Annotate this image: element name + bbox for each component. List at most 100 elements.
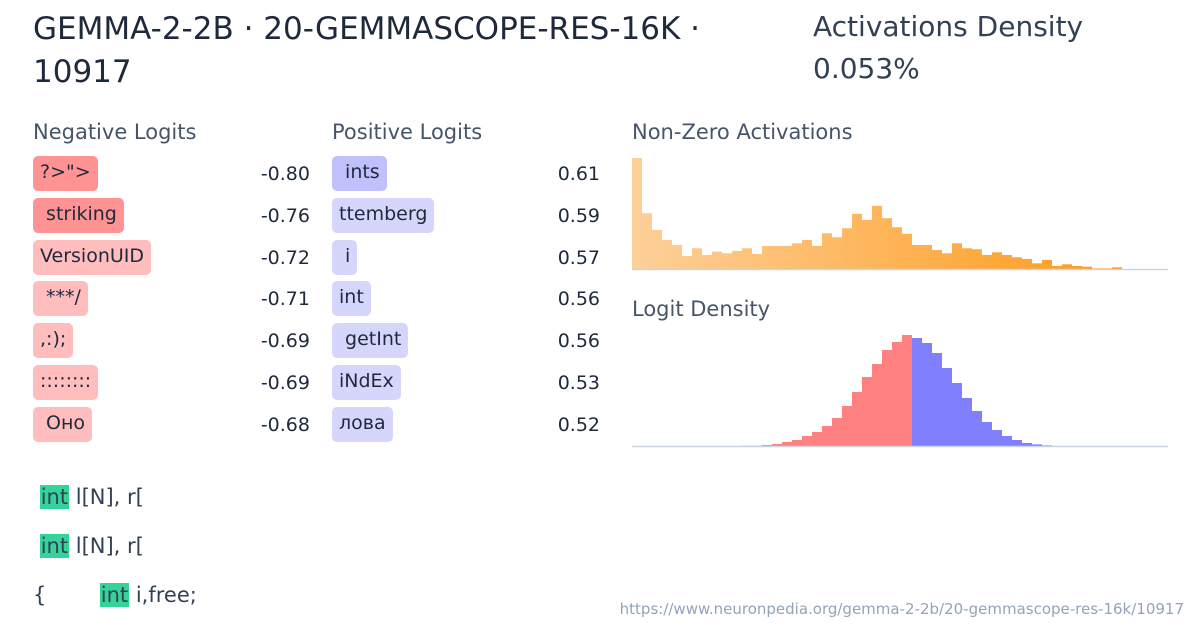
example-highlight: int [39, 534, 70, 558]
negative-logit-token: ***/ [33, 281, 88, 317]
activation-bar [862, 219, 872, 269]
activation-bar [832, 237, 842, 269]
negative-logit-bar [812, 432, 822, 446]
activation-bar [662, 239, 672, 269]
negative-logit-bar [902, 335, 912, 446]
activation-bar [902, 233, 912, 269]
negative-logit-token: ?>"> [33, 156, 98, 191]
negative-logit-bar [842, 406, 852, 446]
positive-logit-bar [1012, 440, 1022, 446]
positive-logit-token: ttemberg [332, 197, 435, 233]
activation-bar [652, 229, 662, 269]
example-row: int l[N], r[ [33, 478, 144, 516]
negative-logit-bar [782, 442, 792, 446]
positive-logit-bar [992, 430, 1002, 446]
example-row: int l[N], r[ [33, 527, 144, 565]
positive-logit-token: i [332, 239, 358, 275]
activations-histogram [632, 158, 1168, 271]
negative-logit-bar [762, 445, 772, 446]
positive-logit-bar [982, 422, 992, 446]
negative-logit-value: -0.69 [260, 372, 310, 394]
negative-logit-bar [822, 426, 832, 446]
example-after: l[N], r[ [69, 534, 144, 558]
example-highlight: int [39, 485, 70, 509]
logit-density-title: Logit Density [632, 297, 771, 321]
activation-bar [692, 248, 702, 269]
positive-logit-bar [1002, 436, 1012, 446]
negative-logit-token: VersionUID [33, 239, 152, 275]
activation-bar [1042, 259, 1052, 269]
negative-logit-bar [862, 377, 872, 446]
positive-logit-value: 0.61 [557, 163, 600, 185]
positive-logit-value: 0.56 [557, 288, 600, 311]
activations-density-label: Activations Density [813, 10, 1084, 43]
negative-logit-token: Оно [33, 406, 93, 442]
example-after: l[N], r[ [69, 485, 144, 509]
activation-bar [1062, 264, 1072, 269]
activation-bar [912, 244, 922, 269]
activation-bar [1002, 254, 1012, 269]
negative-logit-value: -0.68 [260, 413, 310, 436]
negative-logit-value: -0.80 [260, 163, 310, 185]
activation-bar [1092, 268, 1102, 269]
negative-logit-bar [802, 436, 812, 446]
positive-logit-bar [912, 338, 922, 446]
activation-bar [992, 252, 1002, 269]
example-after: i,free; [129, 583, 197, 607]
activation-bar [872, 205, 882, 269]
activation-bar [972, 249, 982, 269]
activation-bar [782, 245, 792, 269]
positive-logit-bar [932, 353, 942, 446]
activations-chart-title: Non-Zero Activations [632, 120, 853, 144]
positive-logit-value: 0.52 [557, 413, 600, 436]
activation-bar [822, 233, 832, 269]
positive-logit-value: 0.56 [557, 330, 600, 353]
activation-bar [812, 245, 822, 269]
activation-bar [702, 254, 712, 269]
activation-bar [962, 248, 972, 269]
activation-bar [1082, 266, 1092, 269]
positive-logit-token: ints [332, 156, 387, 191]
activation-bar [632, 158, 642, 269]
activation-bar [882, 218, 892, 269]
positive-logit-bar [922, 343, 932, 446]
activation-bar [1032, 263, 1042, 269]
positive-logit-value: 0.53 [557, 372, 600, 394]
negative-logit-value: -0.72 [260, 246, 310, 269]
activation-bar [772, 245, 782, 269]
activations-density-value: 0.053% [813, 52, 920, 85]
activation-bar [1112, 267, 1122, 269]
negative-logit-token: :::::::: [33, 365, 99, 400]
positive-logits-heading: Positive Logits [332, 120, 483, 144]
example-before: { [33, 583, 100, 607]
negative-logit-bar [892, 342, 902, 446]
negative-logit-value: -0.69 [260, 330, 310, 353]
negative-logit-token: ,:); [33, 323, 74, 359]
negative-logits-heading: Negative Logits [33, 120, 197, 144]
positive-logit-token: лова [332, 406, 393, 442]
positive-logit-value: 0.59 [557, 204, 600, 227]
negative-logit-bar [852, 392, 862, 446]
activation-bar [1012, 257, 1022, 269]
activation-bar [852, 213, 862, 269]
example-row: { int i,free; [33, 576, 197, 614]
activation-bar [942, 253, 952, 269]
positive-logit-bar [942, 368, 952, 446]
activation-bar [922, 244, 932, 269]
activation-bar [952, 243, 962, 269]
positive-logit-token: getInt [332, 323, 409, 359]
positive-logit-value: 0.57 [557, 246, 600, 269]
activation-bar [802, 239, 812, 269]
page-title: GEMMA-2-2B · 20-GEMMASCOPE-RES-16K · 109… [33, 11, 701, 90]
activation-bar [792, 243, 802, 269]
positive-logit-bar [1022, 443, 1032, 446]
negative-logit-bar [832, 418, 842, 446]
activation-bar [1052, 265, 1062, 269]
activation-bar [672, 244, 682, 269]
activation-bar [1022, 258, 1032, 269]
example-highlight: int [99, 583, 130, 607]
example-before [33, 534, 40, 558]
activation-bar [682, 255, 692, 269]
positive-logit-token: iNdEx [332, 365, 401, 400]
activation-bar [762, 245, 772, 269]
